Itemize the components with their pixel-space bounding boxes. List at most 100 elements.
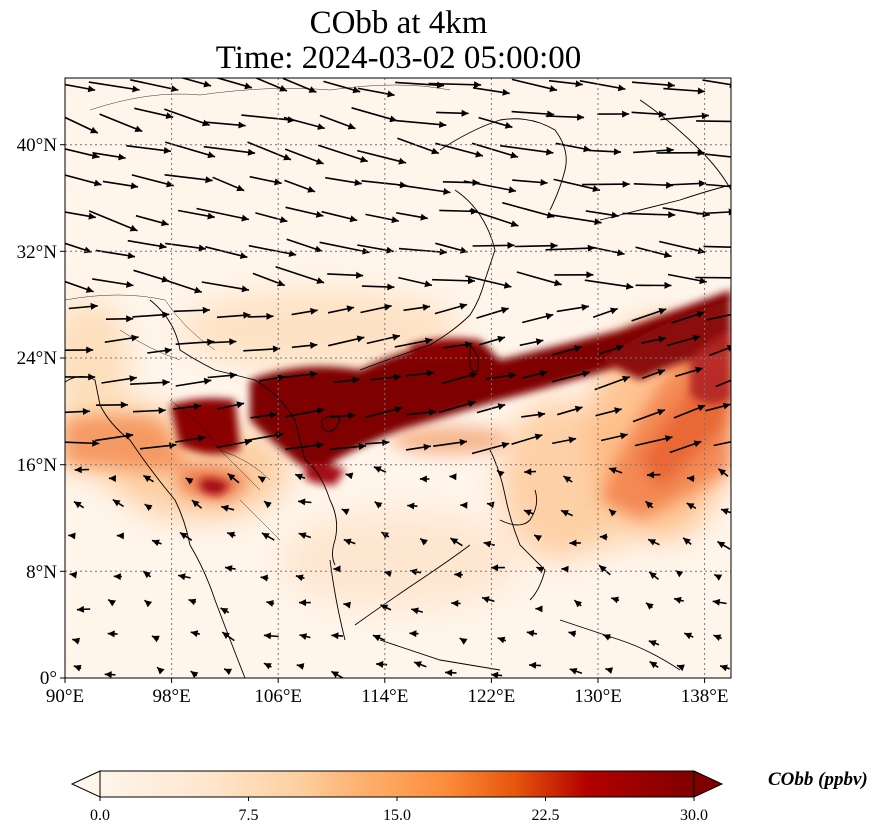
wind-arrow-head [244,82,252,90]
wind-arrow-head [439,121,447,128]
wind-arrow-head [263,632,272,640]
wind-arrow-head [431,147,439,155]
wind-arrow-shaft [713,440,731,447]
wind-arrow-head [720,664,728,672]
wind-arrow-head [614,407,622,415]
wind-arrow-head [491,671,499,678]
wind-arrow-head [143,571,151,579]
wind-arrow-shaft [201,281,250,291]
wind-arrow-head [460,501,468,509]
wind-arrow-head [422,304,430,311]
wind-arrow-head [414,661,422,668]
wind-arrow-head [474,81,482,89]
wind-arrow-head [198,434,206,442]
wind-arrow-head [586,271,594,279]
wind-arrow-head [746,244,753,251]
wind-arrow-head [582,370,590,378]
wind-arrow-head [345,472,354,480]
wind-arrow-shaft [702,79,731,86]
wind-arrow-head [568,436,577,444]
wind-arrow-head [90,126,98,134]
wind-arrow-head [129,224,138,232]
wind-arrow-head [258,476,266,483]
wind-arrow-head [118,153,126,161]
wind-arrow-head [683,537,691,545]
wind-arrow-head [420,538,428,546]
wind-arrow-head [742,184,749,191]
wind-arrow-shaft [432,278,476,282]
gridlines [65,78,731,678]
wind-arrow-shaft [463,180,517,192]
wind-arrow-head [74,466,82,474]
wind-arrow-head [108,599,116,607]
x-tick-label: 114°E [361,686,408,707]
wind-arrow-shaft [351,107,398,122]
wind-arrow-head [241,285,249,293]
wind-arrow-head [131,334,139,342]
wind-arrow-head [674,596,682,604]
wind-arrow-head [178,573,186,581]
wind-arrow-head [163,147,171,154]
wind-arrow-head [382,439,390,447]
wind-arrow-head [203,377,212,385]
wind-arrow-shaft [164,174,213,182]
wind-arrow-head [314,245,323,253]
wind-arrow-head [445,669,453,677]
wind-arrow-head [646,602,654,610]
wind-arrow-head [296,663,305,670]
wind-arrow-head [170,85,179,92]
wind-arrow-head [526,629,535,637]
wind-arrow-shaft [511,78,558,91]
wind-arrow-shaft [659,240,706,253]
wind-arrow-head [658,308,667,315]
wind-arrow-head [266,312,274,320]
wind-arrow-head [486,501,495,509]
wind-arrow-head [207,212,215,220]
wind-arrow-head [563,476,572,483]
wind-arrow-head [510,220,519,227]
wind-arrow-shaft [164,141,216,158]
wind-arrow-head [298,498,306,506]
wind-arrow-head [381,532,389,539]
wind-arrow-head [722,402,731,410]
wind-arrow-head [166,180,174,188]
wind-arrow-head [467,277,475,285]
wind-arrow-head [315,211,324,218]
colorbar-tick-label: 30.0 [680,807,708,824]
wind-arrow-head [713,634,722,641]
wind-arrow-head [229,371,237,379]
x-tick-label: 98°E [152,686,190,707]
y-tick-label: 0° [40,668,57,689]
wind-arrow-head [283,153,291,161]
map-frame [64,77,732,679]
wind-arrow-head [310,370,318,378]
wind-arrow-head [316,407,325,415]
wind-arrow-head [497,335,505,343]
wind-arrow-head [82,408,90,415]
wind-arrow-head [394,406,403,413]
wind-arrow-head [68,532,76,540]
wind-arrow-shaft [471,142,519,158]
wind-arrow-shaft [465,275,512,288]
wind-arrow-head [224,668,232,675]
wind-arrow-head [158,407,166,414]
wind-arrow-head [333,565,341,573]
wind-arrow-head [143,475,152,483]
wind-arrow-head [616,344,624,352]
wind-arrow-head [483,540,492,548]
wind-arrow-shaft [706,313,731,321]
wind-arrow-head [130,182,139,190]
wind-arrow-shaft [435,142,484,157]
wind-arrow-head [648,539,656,546]
wind-arrow-head [577,113,585,121]
wind-arrow-shaft [126,144,172,153]
colorbar-tick-label: 15.0 [383,807,411,824]
wind-arrow-head [295,473,303,481]
wind-arrow-head [687,475,695,483]
wind-arrow-head [569,668,578,675]
borders [65,84,451,541]
wind-arrow-head [425,337,433,345]
wind-arrow-head [411,607,419,615]
wind-arrow-head [169,442,177,449]
